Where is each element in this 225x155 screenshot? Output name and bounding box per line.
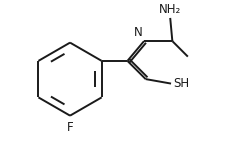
Text: SH: SH xyxy=(172,77,188,90)
Text: N: N xyxy=(134,26,142,39)
Text: NH₂: NH₂ xyxy=(158,3,180,16)
Text: F: F xyxy=(66,121,73,134)
